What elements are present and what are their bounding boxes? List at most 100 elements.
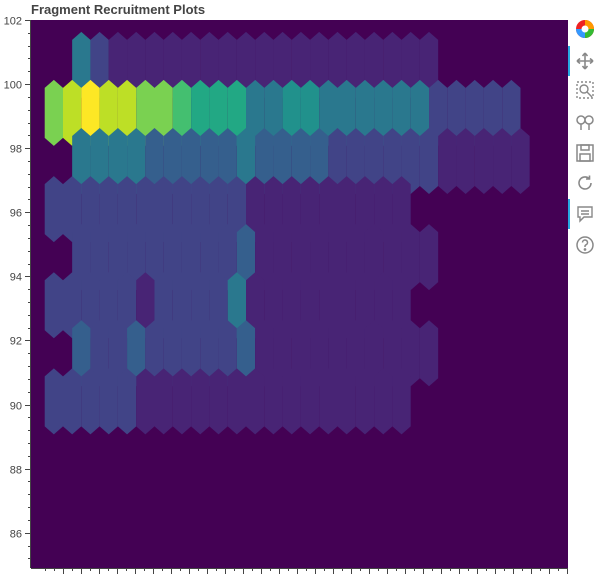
hex-bin[interactable] bbox=[145, 31, 164, 98]
hex-bin[interactable] bbox=[200, 320, 219, 387]
hex-bin[interactable] bbox=[246, 176, 265, 243]
hex-bin[interactable] bbox=[127, 224, 146, 291]
hex-bin[interactable] bbox=[264, 272, 283, 339]
hex-bin[interactable] bbox=[419, 224, 439, 291]
hex-bin[interactable] bbox=[255, 128, 274, 195]
hex-bin[interactable] bbox=[72, 128, 91, 195]
hex-bin[interactable] bbox=[181, 224, 201, 291]
hex-bin[interactable] bbox=[209, 272, 228, 339]
hex-bin[interactable] bbox=[337, 368, 356, 435]
hex-bin[interactable] bbox=[44, 272, 63, 339]
hex-bin[interactable] bbox=[154, 176, 173, 243]
pan-tool-icon[interactable] bbox=[574, 50, 596, 72]
hex-bin[interactable] bbox=[81, 272, 100, 339]
hex-bin[interactable] bbox=[236, 31, 256, 98]
hex-bin[interactable] bbox=[410, 79, 429, 146]
hex-bin[interactable] bbox=[355, 79, 375, 146]
hex-bin[interactable] bbox=[255, 320, 274, 387]
hex-bin[interactable] bbox=[72, 31, 91, 98]
hex-bin[interactable] bbox=[401, 320, 420, 387]
hex-bin[interactable] bbox=[99, 368, 118, 435]
hex-bin[interactable] bbox=[273, 128, 292, 195]
hex-bin[interactable] bbox=[227, 368, 246, 435]
hex-bin[interactable] bbox=[392, 79, 411, 146]
hex-bin[interactable] bbox=[502, 79, 521, 146]
hex-bin[interactable] bbox=[145, 128, 164, 195]
hex-bin[interactable] bbox=[291, 31, 311, 98]
hex-bin[interactable] bbox=[99, 79, 118, 146]
hex-bin[interactable] bbox=[181, 320, 201, 387]
hex-bin[interactable] bbox=[246, 272, 265, 339]
hex-bin[interactable] bbox=[99, 176, 118, 243]
hex-bin[interactable] bbox=[108, 224, 128, 291]
hex-bin[interactable] bbox=[346, 128, 365, 195]
hex-bin[interactable] bbox=[355, 368, 375, 435]
hex-bin[interactable] bbox=[310, 320, 329, 387]
hex-bin[interactable] bbox=[99, 272, 118, 339]
hex-bin[interactable] bbox=[90, 320, 109, 387]
hex-bin[interactable] bbox=[456, 128, 475, 195]
hover-tool-icon[interactable] bbox=[574, 203, 596, 225]
hex-bin[interactable] bbox=[172, 368, 192, 435]
hex-bin[interactable] bbox=[364, 128, 384, 195]
hex-bin[interactable] bbox=[392, 176, 411, 243]
hex-bin[interactable] bbox=[81, 176, 100, 243]
hex-bin[interactable] bbox=[63, 368, 82, 435]
hex-bin[interactable] bbox=[392, 272, 411, 339]
hex-bin[interactable] bbox=[264, 176, 283, 243]
hex-bin[interactable] bbox=[108, 31, 128, 98]
hex-bin[interactable] bbox=[419, 31, 439, 98]
hex-bin[interactable] bbox=[236, 320, 256, 387]
hex-bin[interactable] bbox=[136, 176, 155, 243]
hex-bin[interactable] bbox=[319, 79, 338, 146]
hex-bin[interactable] bbox=[264, 368, 283, 435]
hex-bin[interactable] bbox=[429, 79, 448, 146]
hex-bin[interactable] bbox=[90, 128, 109, 195]
hex-bin[interactable] bbox=[227, 272, 246, 339]
hex-bin[interactable] bbox=[255, 224, 274, 291]
hex-bin[interactable] bbox=[63, 176, 82, 243]
hex-bin[interactable] bbox=[291, 128, 311, 195]
hex-bin[interactable] bbox=[108, 320, 128, 387]
hex-bin[interactable] bbox=[255, 31, 274, 98]
hex-bin[interactable] bbox=[154, 79, 173, 146]
hex-bin[interactable] bbox=[310, 31, 329, 98]
hex-bin[interactable] bbox=[474, 128, 494, 195]
hex-bin[interactable] bbox=[319, 368, 338, 435]
hex-bin[interactable] bbox=[218, 31, 237, 98]
hex-bin[interactable] bbox=[511, 128, 530, 195]
hex-bin[interactable] bbox=[465, 79, 484, 146]
hex-bin[interactable] bbox=[346, 31, 365, 98]
hex-bin[interactable] bbox=[154, 368, 173, 435]
hex-bin[interactable] bbox=[401, 224, 420, 291]
hex-bin[interactable] bbox=[209, 368, 228, 435]
hex-bin[interactable] bbox=[163, 31, 182, 98]
hex-bin[interactable] bbox=[218, 224, 237, 291]
hex-bin[interactable] bbox=[364, 31, 384, 98]
hex-bin[interactable] bbox=[236, 224, 256, 291]
hex-bin[interactable] bbox=[328, 31, 347, 98]
hex-bin[interactable] bbox=[191, 368, 210, 435]
hex-bin[interactable] bbox=[172, 272, 192, 339]
hex-bin[interactable] bbox=[191, 176, 210, 243]
hex-bin[interactable] bbox=[282, 176, 301, 243]
hex-bin[interactable] bbox=[44, 176, 63, 243]
hex-bin[interactable] bbox=[163, 224, 182, 291]
hex-bin[interactable] bbox=[264, 79, 283, 146]
hex-bin[interactable] bbox=[374, 176, 393, 243]
hex-bin[interactable] bbox=[328, 320, 347, 387]
hex-bin[interactable] bbox=[493, 128, 512, 195]
hex-bin[interactable] bbox=[401, 128, 420, 195]
hex-bin[interactable] bbox=[282, 272, 301, 339]
hex-bin[interactable] bbox=[300, 79, 320, 146]
hex-bin[interactable] bbox=[127, 128, 146, 195]
hex-bin[interactable] bbox=[227, 79, 246, 146]
hex-bin[interactable] bbox=[136, 79, 155, 146]
hex-bin[interactable] bbox=[310, 128, 329, 195]
hex-bin[interactable] bbox=[90, 224, 109, 291]
hex-bin[interactable] bbox=[218, 320, 237, 387]
hex-bin[interactable] bbox=[44, 79, 63, 146]
hex-bin[interactable] bbox=[374, 368, 393, 435]
hex-bin[interactable] bbox=[200, 31, 219, 98]
hex-bin[interactable] bbox=[355, 272, 375, 339]
